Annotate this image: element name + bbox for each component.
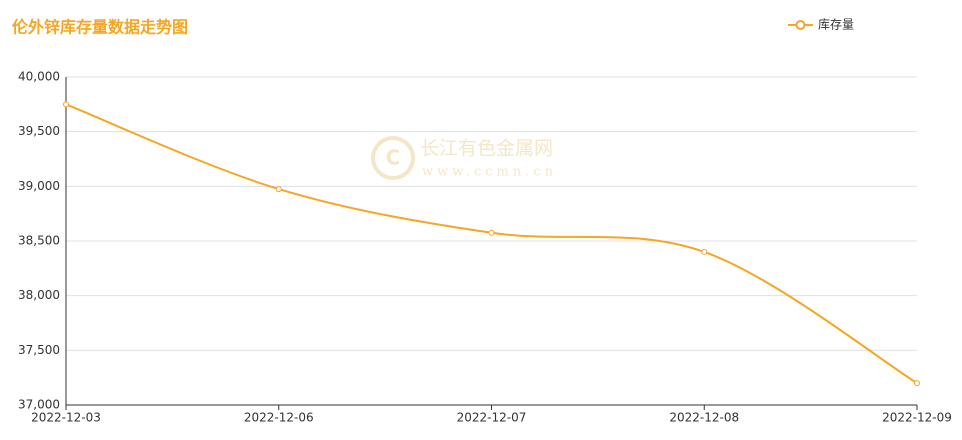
point — [701, 248, 708, 255]
x-tick-label: 2022-12-03 — [31, 411, 101, 425]
y-tick-label: 38,000 — [18, 288, 60, 302]
watermark-logo — [371, 136, 415, 180]
chart-title: 伦外锌库存量数据走势图 — [12, 18, 188, 37]
point — [63, 101, 69, 108]
y-tick-label: 37,000 — [18, 398, 60, 412]
legend-label: 库存量 — [818, 17, 854, 32]
y-tick-label: 38,500 — [18, 234, 60, 248]
x-tick-label: 2022-12-09 — [882, 411, 952, 425]
watermark: C 长江有色金属网 www.ccmn.cn — [371, 136, 557, 180]
y-tick-label: 40,000 — [18, 70, 60, 84]
x-tick-label: 2022-12-08 — [669, 411, 739, 425]
watermark-url: www.ccmn.cn — [422, 165, 557, 180]
legend-marker — [795, 20, 806, 30]
point — [914, 380, 920, 387]
point — [275, 186, 282, 193]
y-tick-label: 37,500 — [18, 343, 60, 357]
y-tick-label: 39,500 — [18, 124, 60, 138]
watermark-logo-letter: C — [386, 146, 401, 170]
point — [488, 229, 495, 236]
y-tick-label: 39,000 — [18, 179, 60, 193]
x-tick-label: 2022-12-07 — [457, 411, 527, 425]
x-tick-label: 2022-12-06 — [244, 411, 314, 425]
watermark-text: 长江有色金属网 — [420, 138, 553, 160]
